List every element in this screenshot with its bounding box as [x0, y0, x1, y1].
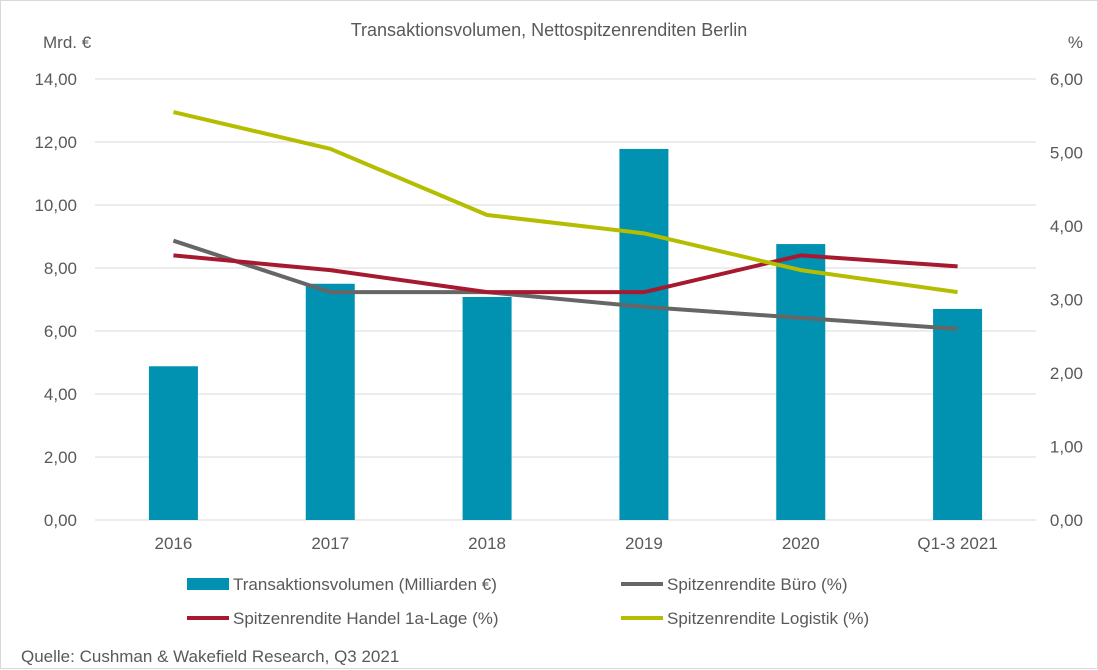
x-tick-label: 2019 — [625, 534, 663, 553]
source-note: Quelle: Cushman & Wakefield Research, Q3… — [21, 647, 399, 666]
series-line-2 — [172, 110, 958, 295]
right-tick-label: 5,00 — [1050, 144, 1083, 163]
chart-title: Transaktionsvolumen, Nettospitzenrendite… — [351, 20, 748, 40]
left-tick-label: 10,00 — [34, 196, 77, 215]
x-tick-label: Q1-3 2021 — [917, 534, 997, 553]
right-tick-label: 6,00 — [1050, 70, 1083, 89]
right-axis-ticks: 0,00 1,00 2,00 3,00 4,00 5,00 6,00 — [1050, 70, 1083, 530]
legend-label: Transaktionsvolumen (Milliarden €) — [233, 575, 497, 594]
bar — [305, 283, 355, 520]
x-tick-label: 2018 — [468, 534, 506, 553]
left-axis-ticks: 0,00 2,00 4,00 6,00 8,00 10,00 12,00 14,00 — [34, 70, 77, 530]
right-axis-unit: % — [1068, 33, 1083, 52]
bar — [776, 244, 826, 520]
legend-label: Spitzenrendite Büro (%) — [667, 575, 847, 594]
left-tick-label: 0,00 — [44, 511, 77, 530]
left-tick-label: 8,00 — [44, 259, 77, 278]
left-tick-label: 12,00 — [34, 133, 77, 152]
series-line-1 — [173, 253, 958, 295]
left-tick-label: 6,00 — [44, 322, 77, 341]
bar-series — [148, 148, 983, 520]
left-tick-label: 14,00 — [34, 70, 77, 89]
left-tick-label: 4,00 — [44, 385, 77, 404]
bar — [462, 296, 512, 520]
line-series — [172, 110, 958, 331]
legend: Transaktionsvolumen (Milliarden €) Spitze… — [187, 575, 869, 628]
legend-label: Spitzenrendite Logistik (%) — [667, 609, 869, 628]
x-tick-label: 2016 — [155, 534, 193, 553]
bar — [148, 366, 198, 520]
legend-swatch-bar — [187, 578, 229, 590]
x-tick-label: 2017 — [311, 534, 349, 553]
right-tick-label: 2,00 — [1050, 364, 1083, 383]
right-tick-label: 3,00 — [1050, 291, 1083, 310]
legend-label: Spitzenrendite Handel 1a-Lage (%) — [233, 609, 499, 628]
bar — [933, 308, 983, 520]
right-tick-label: 0,00 — [1050, 511, 1083, 530]
right-tick-label: 1,00 — [1050, 438, 1083, 457]
bar — [619, 148, 669, 520]
series-line-0 — [172, 238, 958, 331]
left-axis-unit: Mrd. € — [43, 33, 92, 52]
x-tick-label: 2020 — [782, 534, 820, 553]
left-tick-label: 2,00 — [44, 448, 77, 467]
right-tick-label: 4,00 — [1050, 217, 1083, 236]
x-axis-labels: 2016 2017 2018 2019 2020 Q1-3 2021 — [155, 534, 998, 553]
